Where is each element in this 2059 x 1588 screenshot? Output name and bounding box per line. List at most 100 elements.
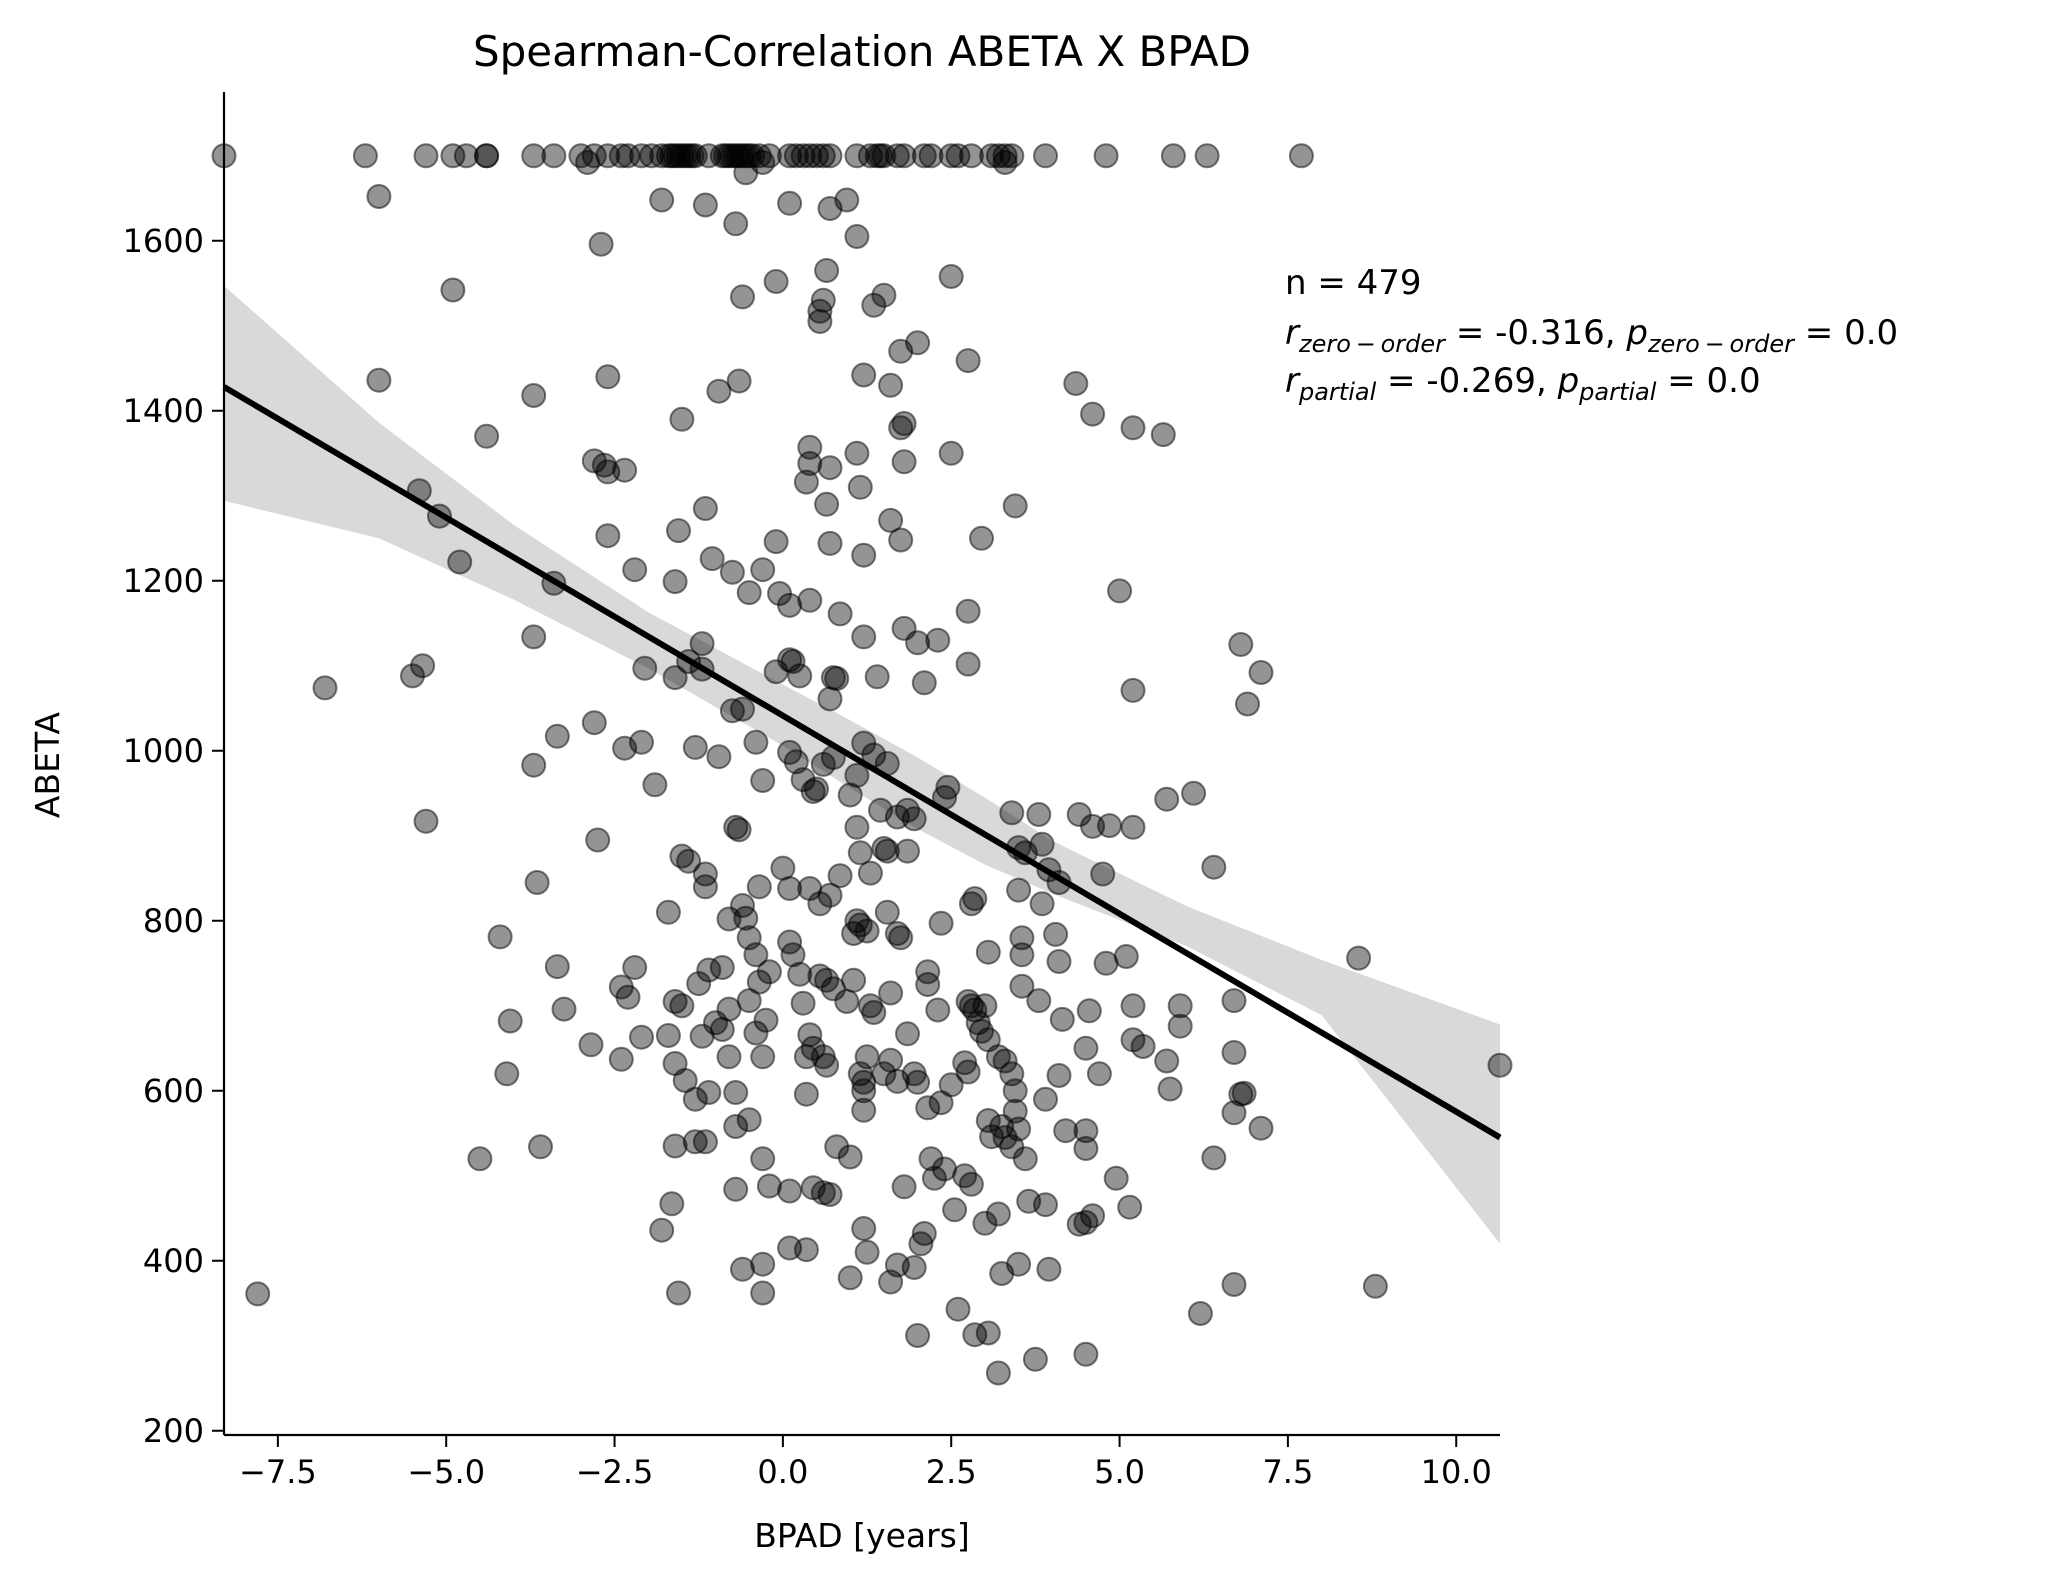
data-point: [1033, 1192, 1058, 1218]
data-point: [649, 187, 675, 213]
data-point: [1033, 1086, 1058, 1112]
data-point: [1346, 945, 1372, 971]
data-point: [928, 910, 954, 936]
data-point: [453, 143, 479, 169]
data-point: [494, 1061, 520, 1087]
data-point: [312, 675, 338, 701]
data-point: [804, 776, 829, 802]
data-point: [1117, 1194, 1143, 1220]
data-point: [911, 670, 937, 696]
data-point: [1221, 1272, 1247, 1297]
data-point: [861, 292, 887, 318]
data-point: [844, 908, 870, 934]
data-point: [1033, 143, 1058, 169]
r-zero-symbol: r: [1285, 313, 1301, 353]
data-point: [746, 969, 772, 995]
data-point: [1201, 1145, 1227, 1171]
data-point: [975, 939, 1001, 965]
data-point: [1221, 1100, 1247, 1126]
data-point: [662, 989, 688, 1014]
data-point: [955, 1059, 981, 1085]
data-point: [844, 814, 870, 840]
data-point: [413, 808, 439, 834]
data-point: [706, 378, 732, 404]
data-point: [578, 1032, 604, 1058]
data-point: [999, 800, 1025, 826]
data-point: [851, 1078, 877, 1104]
p-partial-subscript: partial: [1578, 378, 1657, 406]
data-point: [662, 1133, 688, 1159]
data-point: [1002, 1078, 1028, 1104]
data-point: [851, 624, 877, 650]
data-point: [528, 1134, 553, 1160]
data-point: [817, 530, 843, 556]
data-point: [985, 1044, 1011, 1070]
data-point: [709, 1017, 735, 1042]
data-point: [979, 1124, 1005, 1150]
data-point: [864, 664, 890, 690]
data-point: [814, 1052, 840, 1078]
data-point: [787, 663, 813, 689]
data-point: [497, 1008, 523, 1034]
r-partial-value: = -0.269,: [1376, 361, 1557, 401]
data-point: [1076, 998, 1102, 1024]
y-tick-label: 1000: [123, 732, 204, 770]
data-point: [992, 143, 1018, 169]
data-point: [1036, 1256, 1062, 1282]
data-point: [655, 899, 681, 925]
data-point: [874, 838, 900, 864]
x-ticks: −7.5 −5.0 −2.5 0.0 2.5 5.0 7.5 10.0: [239, 1435, 1492, 1491]
y-tick-label: 1200: [123, 562, 204, 600]
data-point: [1120, 993, 1146, 1019]
data-point: [682, 1086, 708, 1112]
p-zero-symbol: p: [1625, 313, 1648, 353]
data-point: [629, 143, 654, 169]
y-axis-title: ABETA: [28, 711, 67, 818]
data-point: [1288, 143, 1314, 169]
data-point: [521, 624, 547, 650]
data-point: [1221, 1040, 1247, 1065]
data-point: [726, 368, 752, 394]
data-point: [884, 921, 910, 946]
data-point: [938, 440, 964, 466]
data-point: [440, 277, 466, 303]
data-point: [352, 143, 378, 169]
data-point: [935, 774, 961, 800]
data-point: [925, 627, 951, 653]
data-point: [1228, 632, 1254, 657]
data-point: [1150, 422, 1176, 448]
data-point: [1063, 371, 1089, 396]
data-point: [958, 143, 984, 169]
data-point: [1097, 813, 1122, 839]
data-point: [854, 1239, 880, 1265]
data-point: [1093, 143, 1119, 169]
data-point: [777, 143, 803, 169]
data-point: [905, 330, 931, 356]
data-point: [895, 1021, 920, 1047]
data-point: [682, 734, 708, 760]
data-point: [814, 491, 840, 517]
data-point: [750, 1044, 776, 1070]
data-point: [1046, 1063, 1072, 1088]
data-point: [440, 143, 466, 169]
data-point: [723, 1114, 749, 1139]
data-point: [750, 768, 776, 793]
data-point: [891, 411, 917, 436]
data-point: [905, 1069, 931, 1095]
chart-title: Spearman-Correlation ABETA X BPAD: [473, 27, 1251, 76]
data-point: [756, 1173, 782, 1199]
data-point: [780, 649, 806, 674]
data-point: [958, 1171, 984, 1197]
data-point: [787, 961, 813, 987]
data-point: [666, 1280, 691, 1306]
data-point: [756, 959, 782, 985]
data-point: [541, 143, 567, 169]
data-point: [723, 1176, 749, 1202]
y-ticks: 200 400 600 800 1000 1200 1400 1600: [123, 222, 224, 1450]
data-point: [1086, 1061, 1112, 1087]
data-point: [790, 990, 816, 1016]
data-point: [692, 1129, 718, 1155]
data-point: [1167, 1013, 1193, 1039]
data-point: [1362, 1273, 1388, 1299]
data-point: [1006, 877, 1032, 903]
